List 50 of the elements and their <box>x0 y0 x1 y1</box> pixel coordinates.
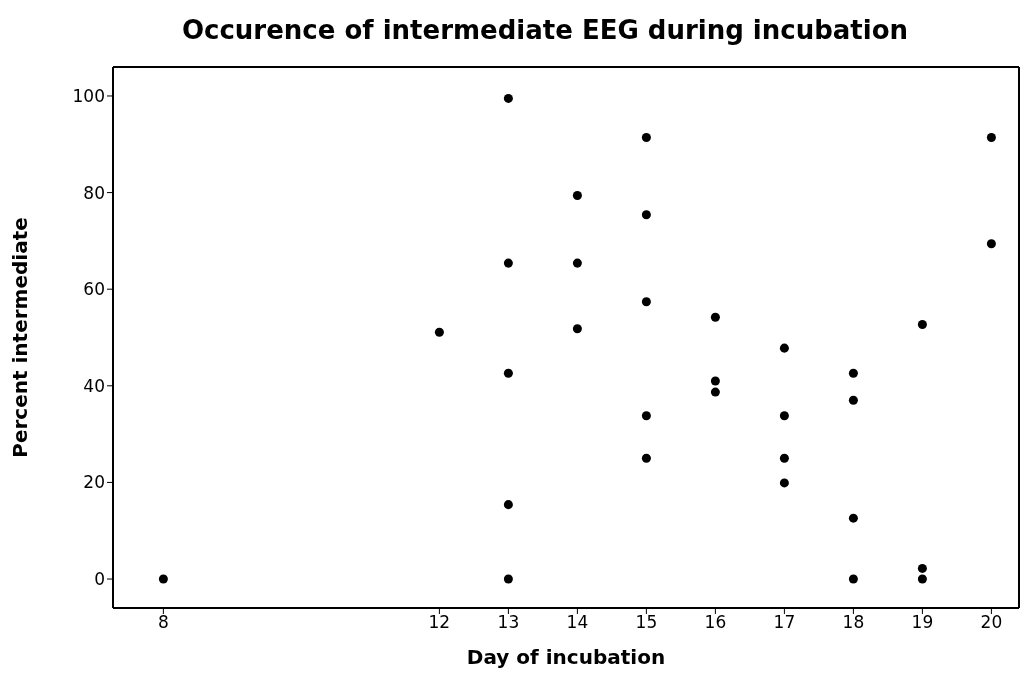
point <box>572 190 582 200</box>
point <box>572 258 582 268</box>
point <box>503 500 513 510</box>
point <box>572 324 582 334</box>
y-tick-label: 60 <box>83 279 105 300</box>
point <box>848 395 858 405</box>
x-tick-label: 14 <box>566 612 589 633</box>
y-tick-label: 100 <box>72 86 105 107</box>
point <box>158 574 168 584</box>
x-tick-label: 20 <box>980 612 1003 633</box>
point <box>848 513 858 523</box>
point <box>641 133 651 143</box>
x-tick-label: 16 <box>704 612 727 633</box>
point <box>779 343 789 353</box>
point <box>503 93 513 103</box>
point <box>986 133 996 143</box>
x-tick-label: 13 <box>497 612 520 633</box>
y-axis-title: Percent intermediate <box>8 217 33 458</box>
x-tick-label: 18 <box>842 612 865 633</box>
point <box>503 258 513 268</box>
y-tick-label: 40 <box>83 375 105 396</box>
point <box>503 574 513 584</box>
point <box>641 411 651 421</box>
point <box>779 453 789 463</box>
y-tick-label: 20 <box>83 472 105 493</box>
point <box>710 312 720 322</box>
x-tick-label: 19 <box>911 612 934 633</box>
point <box>917 563 927 573</box>
y-tick-label: 80 <box>83 182 105 203</box>
point <box>779 478 789 488</box>
x-tick-label: 12 <box>428 612 451 633</box>
point <box>986 239 996 249</box>
point <box>503 368 513 378</box>
x-tick-label: 8 <box>157 612 169 633</box>
point <box>434 327 444 337</box>
point <box>641 210 651 220</box>
point <box>710 387 720 397</box>
point <box>917 319 927 329</box>
x-axis-title: Day of incubation <box>466 645 666 669</box>
chart-title: Occurence of intermediate EEG during incubation <box>180 14 910 47</box>
x-tick-label: 17 <box>773 612 796 633</box>
point <box>917 574 927 584</box>
x-tick-label: 15 <box>635 612 658 633</box>
point <box>641 297 651 307</box>
point <box>641 453 651 463</box>
point <box>779 411 789 421</box>
point <box>710 376 720 386</box>
point <box>848 368 858 378</box>
y-tick-label: 0 <box>94 569 105 590</box>
point <box>848 574 858 584</box>
